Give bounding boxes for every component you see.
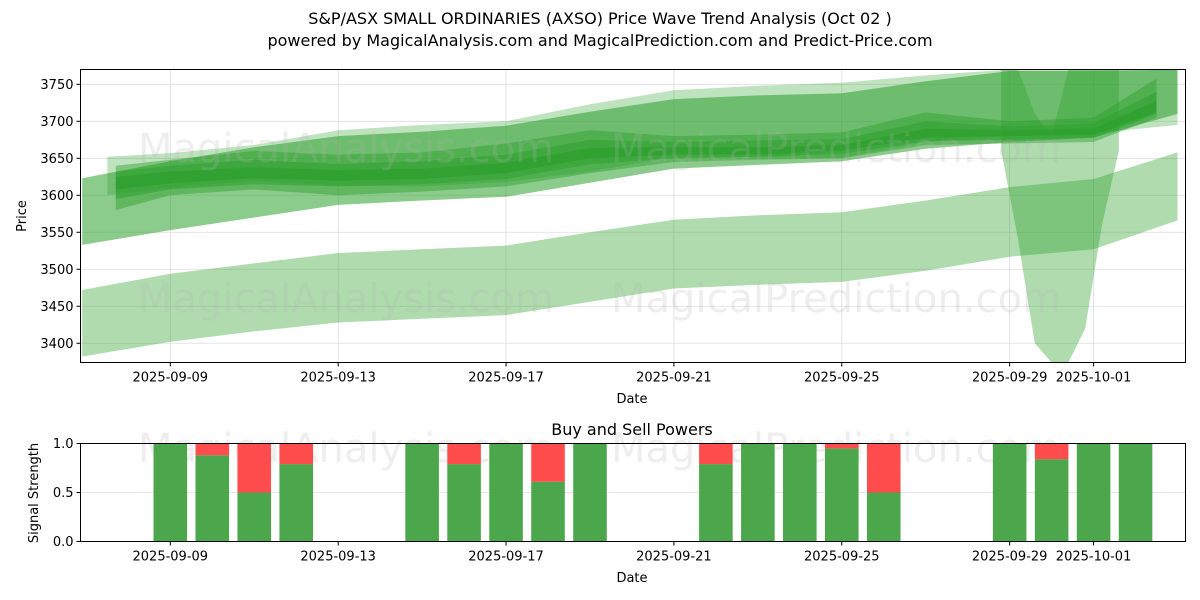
bottom-y-axis-label: Signal Strength bbox=[27, 443, 42, 543]
top-x-axis-label: Date bbox=[616, 392, 647, 407]
bottom-x-tick-label: 2025-09-17 bbox=[468, 550, 544, 565]
signal-bars bbox=[153, 443, 1153, 542]
bottom-chart-title: Buy and Sell Powers bbox=[551, 420, 713, 439]
bottom-y-axis: 0.0 0.5 1.0 bbox=[53, 437, 81, 550]
sell-bar bbox=[279, 443, 313, 465]
buy-bar bbox=[783, 443, 817, 542]
top-y-axis-label: Price bbox=[15, 200, 30, 232]
top-axes-frame bbox=[80, 69, 1186, 363]
buy-bar bbox=[447, 464, 481, 542]
sell-bar bbox=[866, 443, 901, 493]
chart-subtitle: powered by MagicalAnalysis.com and Magic… bbox=[267, 31, 933, 50]
top-x-axis: 2025-09-09 2025-09-13 2025-09-17 2025-09-21… bbox=[133, 362, 1132, 386]
band-dip-band bbox=[1001, 69, 1119, 363]
buy-bar bbox=[531, 481, 565, 542]
band-lower-band bbox=[82, 152, 1178, 357]
buy-bar bbox=[279, 464, 313, 542]
top-x-tick-label: 2025-09-25 bbox=[804, 371, 880, 386]
sell-bar bbox=[447, 443, 481, 465]
buy-bar bbox=[489, 443, 523, 542]
top-x-tick-label: 2025-09-29 bbox=[972, 371, 1048, 386]
buy-bar bbox=[1076, 443, 1111, 542]
buy-bar bbox=[699, 464, 733, 542]
watermark-analysis-mid: MagicalAnalysis.com bbox=[138, 276, 554, 322]
buy-bar bbox=[992, 443, 1027, 542]
buy-bar bbox=[405, 443, 439, 542]
top-x-tick-label: 2025-09-17 bbox=[468, 371, 544, 386]
top-y-tick-label: 3550 bbox=[40, 226, 73, 241]
sell-bar bbox=[237, 443, 272, 493]
top-x-tick-label: 2025-10-01 bbox=[1056, 371, 1132, 386]
buy-bar bbox=[1034, 459, 1069, 542]
top-y-tick-label: 3600 bbox=[40, 189, 73, 204]
bottom-x-tick-label: 2025-10-01 bbox=[1056, 550, 1132, 565]
buy-bar bbox=[866, 492, 901, 542]
sell-bar bbox=[531, 443, 565, 482]
buy-bar bbox=[573, 443, 607, 542]
chart-title: S&P/ASX SMALL ORDINARIES (AXSO) Price Wa… bbox=[308, 9, 892, 28]
buy-bar bbox=[825, 448, 859, 542]
sell-bar bbox=[699, 443, 733, 465]
bottom-x-axis-label: Date bbox=[616, 571, 647, 586]
bottom-x-tick-label: 2025-09-13 bbox=[300, 550, 376, 565]
price-bands bbox=[82, 69, 1178, 363]
buy-bar bbox=[1118, 443, 1153, 542]
top-watermarks: MagicalAnalysis.com MagicalPrediction.co… bbox=[138, 126, 1061, 322]
top-y-axis: 3400 3450 3500 3550 3600 3650 3700 3750 bbox=[40, 78, 81, 352]
watermark-analysis-top: MagicalAnalysis.com bbox=[138, 126, 554, 172]
top-y-tick-label: 3750 bbox=[40, 78, 73, 93]
buy-bar bbox=[195, 455, 230, 542]
bottom-x-tick-label: 2025-09-25 bbox=[804, 550, 880, 565]
bottom-x-axis: 2025-09-09 2025-09-13 2025-09-17 2025-09-21… bbox=[133, 541, 1132, 565]
top-y-tick-label: 3400 bbox=[40, 337, 73, 352]
sell-bar bbox=[195, 443, 230, 456]
top-y-tick-label: 3650 bbox=[40, 152, 73, 167]
buy-bar bbox=[237, 492, 272, 542]
buy-bar bbox=[741, 443, 775, 542]
bottom-y-tick-label: 1.0 bbox=[53, 437, 74, 452]
top-y-tick-label: 3700 bbox=[40, 115, 73, 130]
sell-bar bbox=[825, 443, 859, 449]
top-y-tick-label: 3500 bbox=[40, 263, 73, 278]
watermark-prediction-top: MagicalPrediction.com bbox=[611, 126, 1061, 172]
top-y-tick-label: 3450 bbox=[40, 300, 73, 315]
bottom-y-tick-label: 0.0 bbox=[53, 535, 74, 550]
bottom-x-tick-label: 2025-09-09 bbox=[133, 550, 209, 565]
bottom-x-tick-label: 2025-09-29 bbox=[972, 550, 1048, 565]
buy-bar bbox=[153, 443, 188, 542]
top-x-tick-label: 2025-09-21 bbox=[636, 371, 712, 386]
bottom-y-tick-label: 0.5 bbox=[53, 486, 74, 501]
bottom-x-tick-label: 2025-09-21 bbox=[636, 550, 712, 565]
top-x-tick-label: 2025-09-09 bbox=[133, 371, 209, 386]
sell-bar bbox=[1034, 443, 1069, 460]
top-x-tick-label: 2025-09-13 bbox=[300, 371, 376, 386]
watermark-prediction-mid: MagicalPrediction.com bbox=[611, 276, 1061, 322]
